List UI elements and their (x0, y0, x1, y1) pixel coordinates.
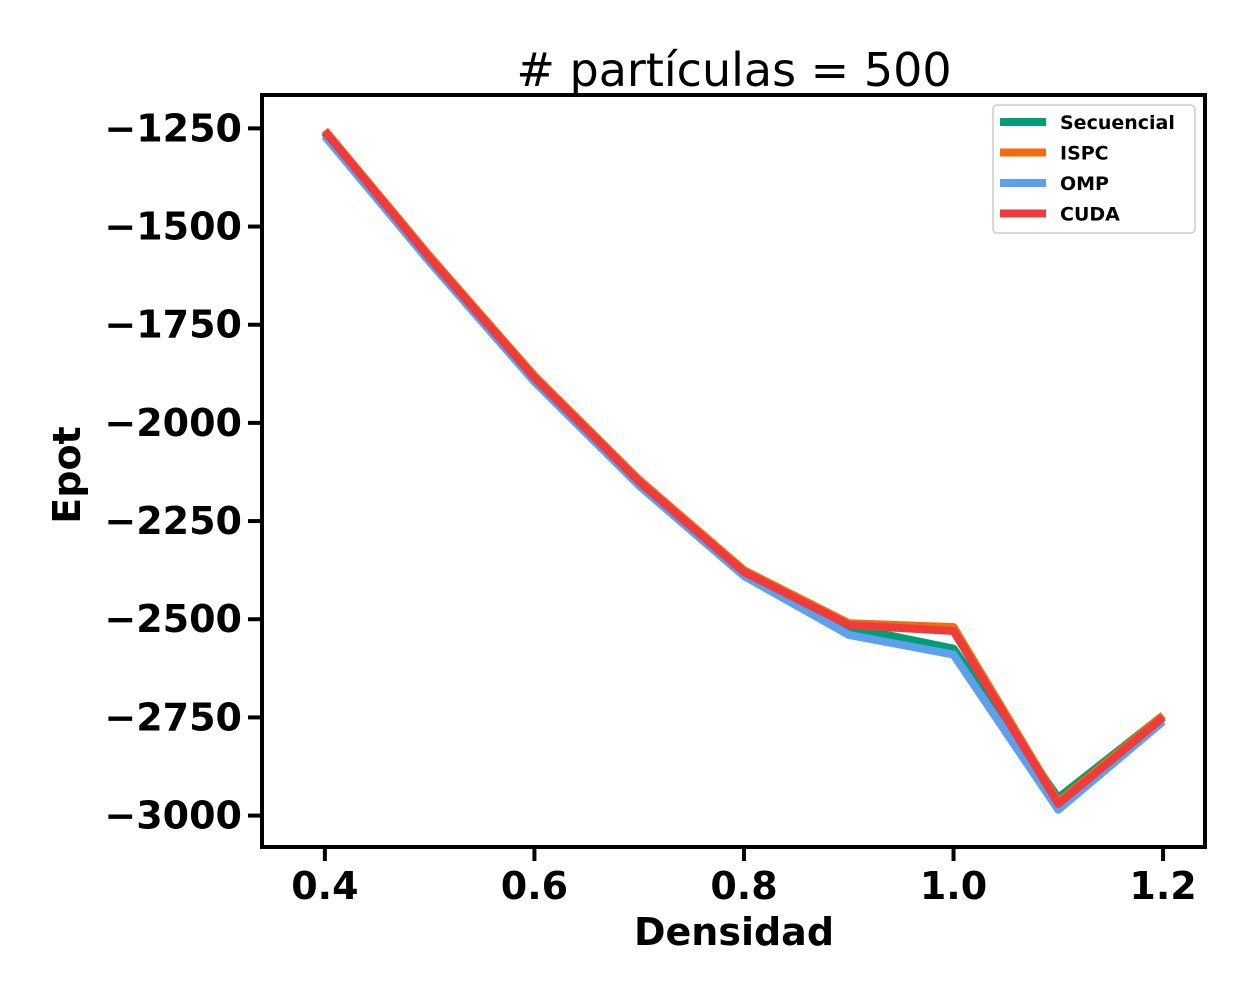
y-tick-label: −2750 (104, 695, 242, 739)
x-tick-label: 1.2 (1129, 864, 1196, 908)
y-tick-label: −1750 (104, 303, 242, 347)
chart-title: # partículas = 500 (516, 43, 951, 97)
legend-box (992, 104, 1196, 234)
y-axis-label: Epot (45, 426, 89, 523)
x-axis-label: Densidad (634, 910, 834, 954)
y-tick-label: −3000 (104, 794, 242, 838)
y-tick-label: −2500 (104, 597, 242, 641)
plot-frame (260, 93, 1207, 849)
legend-label-cuda: CUDA (1060, 204, 1120, 226)
x-tick-label: 1.0 (920, 864, 987, 908)
x-axis: 0.4 0.6 0.8 1.0 1.2 (291, 847, 1197, 908)
series-layer (321, 127, 1166, 814)
x-tick-label: 0.4 (291, 864, 358, 908)
x-tick-label: 0.6 (501, 864, 568, 908)
y-tick-label: −1250 (104, 106, 242, 150)
series-line-omp (321, 133, 1166, 814)
legend-label-ispc: ISPC (1060, 143, 1109, 165)
y-tick-label: −2250 (104, 499, 242, 543)
series-line-cuda (321, 128, 1166, 808)
legend: Secuencial ISPC OMP CUDA (992, 104, 1196, 234)
legend-label-omp: OMP (1060, 173, 1109, 195)
y-tick-label: −2000 (104, 401, 242, 445)
x-tick-label: 0.8 (710, 864, 777, 908)
y-axis: −1250 −1500 −1750 −2000 −2250 −2500 −2750 −3000 (104, 106, 262, 838)
y-tick-label: −1500 (104, 205, 242, 249)
legend-label-secuencial: Secuencial (1060, 112, 1175, 134)
